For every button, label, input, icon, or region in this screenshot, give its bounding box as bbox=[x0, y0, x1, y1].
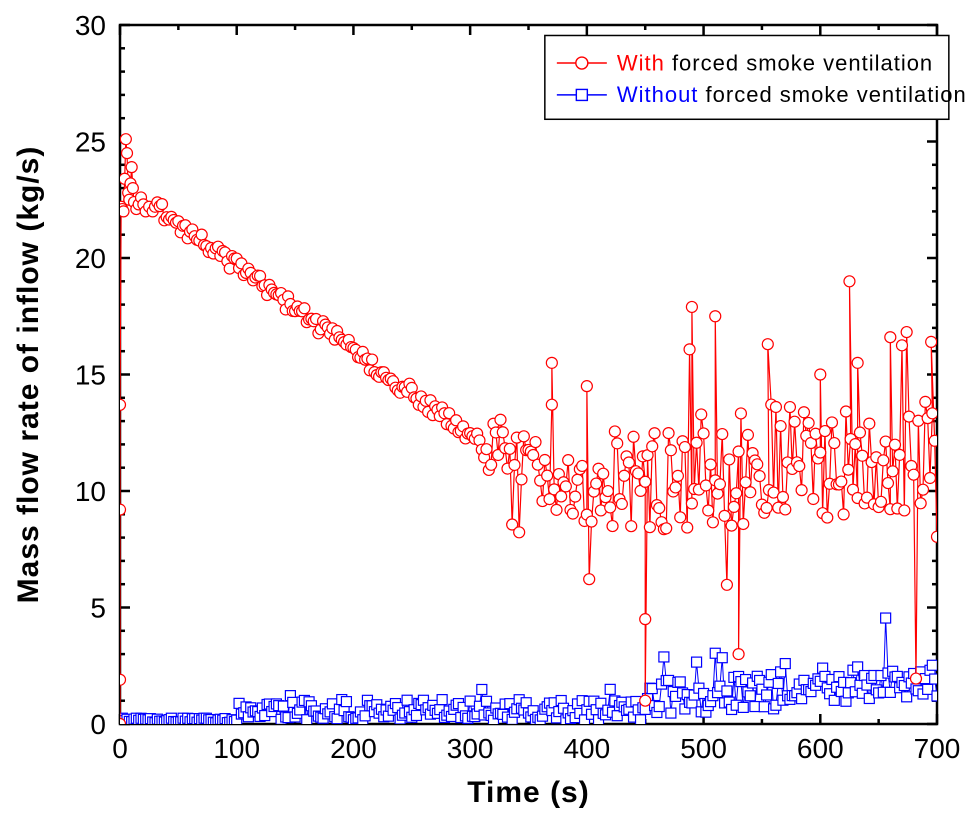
svg-text:500: 500 bbox=[680, 733, 727, 764]
svg-text:Time (s): Time (s) bbox=[467, 776, 589, 809]
svg-text:200: 200 bbox=[330, 733, 377, 764]
legend: With forced smoke ventilation Without for… bbox=[545, 35, 967, 119]
svg-text:300: 300 bbox=[447, 733, 494, 764]
svg-text:With forced smoke ventilation: With forced smoke ventilation bbox=[617, 50, 933, 75]
svg-text:400: 400 bbox=[563, 733, 610, 764]
chart-container: 0 100 200 300 400 500 600 700 Time (s) 0 5 10 15 20 25… bbox=[0, 0, 972, 824]
svg-text:Without forced smoke ventilati: Without forced smoke ventilation bbox=[617, 82, 967, 107]
svg-text:25: 25 bbox=[75, 127, 106, 158]
svg-text:0: 0 bbox=[90, 709, 106, 740]
svg-text:700: 700 bbox=[914, 733, 961, 764]
svg-text:0: 0 bbox=[112, 733, 128, 764]
svg-text:5: 5 bbox=[90, 593, 106, 624]
svg-text:100: 100 bbox=[213, 733, 260, 764]
svg-text:600: 600 bbox=[797, 733, 844, 764]
flow-rate-chart: 0 100 200 300 400 500 600 700 Time (s) 0 5 10 15 20 25… bbox=[0, 0, 972, 824]
svg-text:20: 20 bbox=[75, 243, 106, 274]
svg-text:30: 30 bbox=[75, 10, 106, 41]
svg-text:10: 10 bbox=[75, 476, 106, 507]
svg-text:Mass flow rate of inflow (kg/s: Mass flow rate of inflow (kg/s) bbox=[12, 146, 45, 604]
svg-text:15: 15 bbox=[75, 360, 106, 391]
